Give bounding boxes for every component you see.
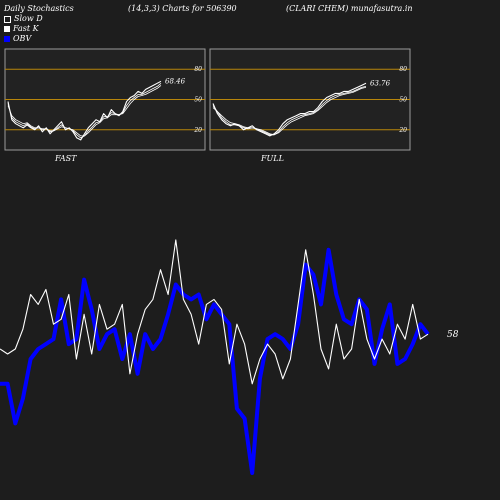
white-square-icon <box>4 15 11 23</box>
full-stochastics-series-1 <box>212 86 367 136</box>
price-last-value-label: 58 <box>447 330 459 340</box>
full-stochastics-label: FULL <box>260 154 284 163</box>
legend-fast-k: Fast K <box>4 24 39 33</box>
series-price <box>0 239 429 385</box>
fast-stochastics-last-value-label: 68.46 <box>165 77 186 85</box>
full-stochastics-tick-80: 80 <box>399 66 407 73</box>
fast-stochastics-series-0 <box>7 80 162 141</box>
full-stochastics-series-2 <box>212 87 367 136</box>
fast-stochastics-tick-80: 80 <box>194 66 202 73</box>
chart-params: (14,3,3) Charts for 506390 <box>128 4 237 13</box>
company-name: (CLARI CHEM) munafasutra.in <box>286 4 413 13</box>
fast-stochastics-tick-50: 50 <box>194 97 202 104</box>
legend-obv: OBV <box>4 34 31 43</box>
legend-slow-d: Slow D <box>4 14 43 23</box>
blue-square-icon <box>4 36 10 42</box>
chart-title: Daily Stochastics <box>4 4 74 13</box>
fast-stochastics-series-2 <box>7 85 162 137</box>
fast-stochastics-tick-20: 20 <box>193 127 202 134</box>
full-stochastics-last-value-label: 63.76 <box>370 79 391 87</box>
white-square-icon <box>4 26 10 32</box>
fast-stochastics-label: FAST <box>54 154 77 163</box>
full-stochastics-tick-50: 50 <box>399 97 407 104</box>
full-stochastics-tick-20: 20 <box>398 127 407 134</box>
series-obv <box>0 247 430 475</box>
